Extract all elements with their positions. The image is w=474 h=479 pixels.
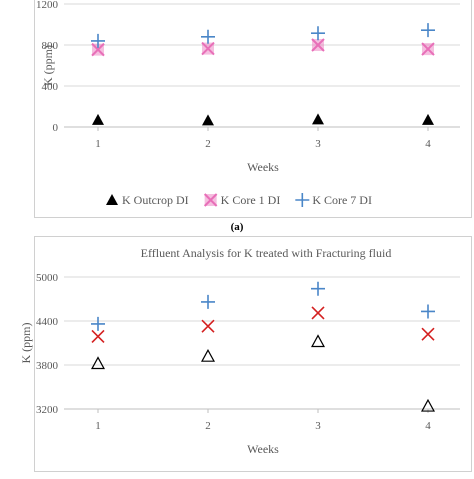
chart-a-ylabel: K (ppm) [41, 45, 55, 86]
chart-b-xtick-label: 2 [205, 420, 211, 432]
chart-a-series3-point [201, 29, 215, 44]
chart-b-series1-point [310, 334, 326, 348]
chart-a-series1-point-shape [92, 113, 104, 125]
chart-a-svg: 0 400 800 1200 K (ppm) 1 2 3 4 Weeks K Outcrop DI K… [36, 0, 460, 207]
chart-b-frame [34, 236, 472, 472]
chart-a-xlabel: Weeks [247, 160, 279, 174]
chart-a-series1-point [202, 114, 214, 126]
chart-b-series3-point [91, 316, 105, 331]
chart-b-ytick-label: 3800 [36, 360, 59, 372]
chart-a-legend-marker-3 [295, 193, 310, 207]
chart-b-series3-point [421, 304, 435, 319]
chart-b-series3-point-shape [201, 294, 215, 309]
chart-b-series2-point-shape [421, 327, 435, 341]
chart-a-series2-point [201, 41, 215, 56]
chart-b-title: Effluent Analysis for K treated with Fra… [141, 246, 392, 260]
chart-a-legend-marker-2 [203, 193, 218, 207]
chart-b-series2-point-shape [311, 306, 325, 320]
chart-b-ytick-label: 3200 [36, 404, 59, 416]
chart-b-series3-point-shape [91, 316, 105, 331]
chart-a-legend-marker-1-shape [106, 194, 118, 205]
panel-a-caption: (a) [230, 221, 244, 233]
chart-a-series2-point-cross [421, 42, 435, 56]
chart-a-series3-point-shape [91, 33, 105, 48]
chart-a-series1-point-shape [202, 114, 214, 126]
chart-a-series1-point [312, 113, 324, 125]
chart-a-series3-point [421, 23, 435, 38]
chart-b-series3-point [201, 294, 215, 309]
chart-b-series1-point [420, 398, 436, 412]
chart-b-ytick-label: 5000 [36, 272, 59, 284]
chart-a-legend-marker-3-shape [295, 193, 310, 207]
chart-b-xtick-label: 1 [95, 420, 101, 432]
chart-a-ytick-label: 0 [53, 122, 59, 134]
chart-b-series1-point [200, 348, 216, 362]
chart-a-series3-point [91, 33, 105, 48]
chart-a-series2-point [311, 38, 325, 52]
chart-a-series2-point-cross [91, 42, 105, 57]
chart-b-series2-point [91, 329, 105, 343]
chart-b-svg: 3200 3800 4400 5000 K (ppm) 1 2 3 4 Weeks Effluent… [19, 246, 460, 456]
chart-a-series3-point-shape [201, 29, 215, 44]
chart-a-frame [34, 0, 472, 218]
chart-b-series1-point-shape [310, 334, 326, 348]
chart-b-series2-point [201, 319, 215, 333]
chart-a-series1-point-shape [422, 113, 434, 125]
chart-a-legend-marker-2-cross [203, 193, 218, 207]
chart-a-series3-point-shape [311, 26, 325, 41]
chart-a-ytick-label: 400 [42, 81, 59, 93]
chart-a-series1-point [92, 113, 104, 125]
chart-a-xtick-label: 4 [425, 138, 431, 150]
chart-b-series3-point [311, 281, 325, 296]
chart-b-xtick-label: 4 [425, 420, 431, 432]
chart-a-series1-point [422, 113, 434, 125]
chart-b-xlabel: Weeks [247, 442, 279, 456]
chart-b-series3-point-shape [311, 281, 325, 296]
chart-a-xtick-label: 1 [95, 138, 101, 150]
chart-a-series3-point-shape [421, 23, 435, 38]
chart-a-ytick-label: 1200 [36, 0, 59, 11]
chart-b-series1-point-shape [90, 356, 106, 370]
chart-a-series1-point-shape [312, 113, 324, 125]
chart-panel-b: 3200 3800 4400 5000 K (ppm) 1 2 3 4 Weeks Effluent… [0, 236, 474, 474]
chart-b-series2-point [421, 327, 435, 341]
chart-b-series2-point-shape [201, 319, 215, 333]
chart-a-series2-point-cross [311, 38, 325, 52]
chart-a-xtick-label: 3 [315, 138, 321, 150]
chart-panel-a: 0 400 800 1200 K (ppm) 1 2 3 4 Weeks K Outcrop DI K… [0, 0, 474, 220]
chart-a-legend-label-2: K Core 1 DI [221, 193, 281, 207]
chart-a-legend-label-3: K Core 7 DI [312, 193, 372, 207]
chart-b-series1-point [90, 356, 106, 370]
chart-a-legend-label-1: K Outcrop DI [122, 193, 189, 207]
chart-b-series1-point-shape [420, 398, 436, 412]
chart-a-series2-point-cross [201, 41, 215, 56]
chart-b-series3-point-shape [421, 304, 435, 319]
chart-b-ylabel: K (ppm) [19, 323, 33, 364]
chart-b-ytick-label: 4400 [36, 316, 59, 328]
chart-a-legend-marker-1 [106, 194, 118, 205]
chart-a-series2-point [91, 42, 105, 57]
chart-a-xtick-label: 2 [205, 138, 211, 150]
chart-b-series2-point [311, 306, 325, 320]
chart-b-series1-point-shape [200, 348, 216, 362]
chart-b-xtick-label: 3 [315, 420, 321, 432]
chart-a-ytick-label: 800 [42, 40, 59, 52]
chart-a-series3-point [311, 26, 325, 41]
chart-a-series2-point [421, 42, 435, 56]
chart-b-series2-point-shape [91, 329, 105, 343]
